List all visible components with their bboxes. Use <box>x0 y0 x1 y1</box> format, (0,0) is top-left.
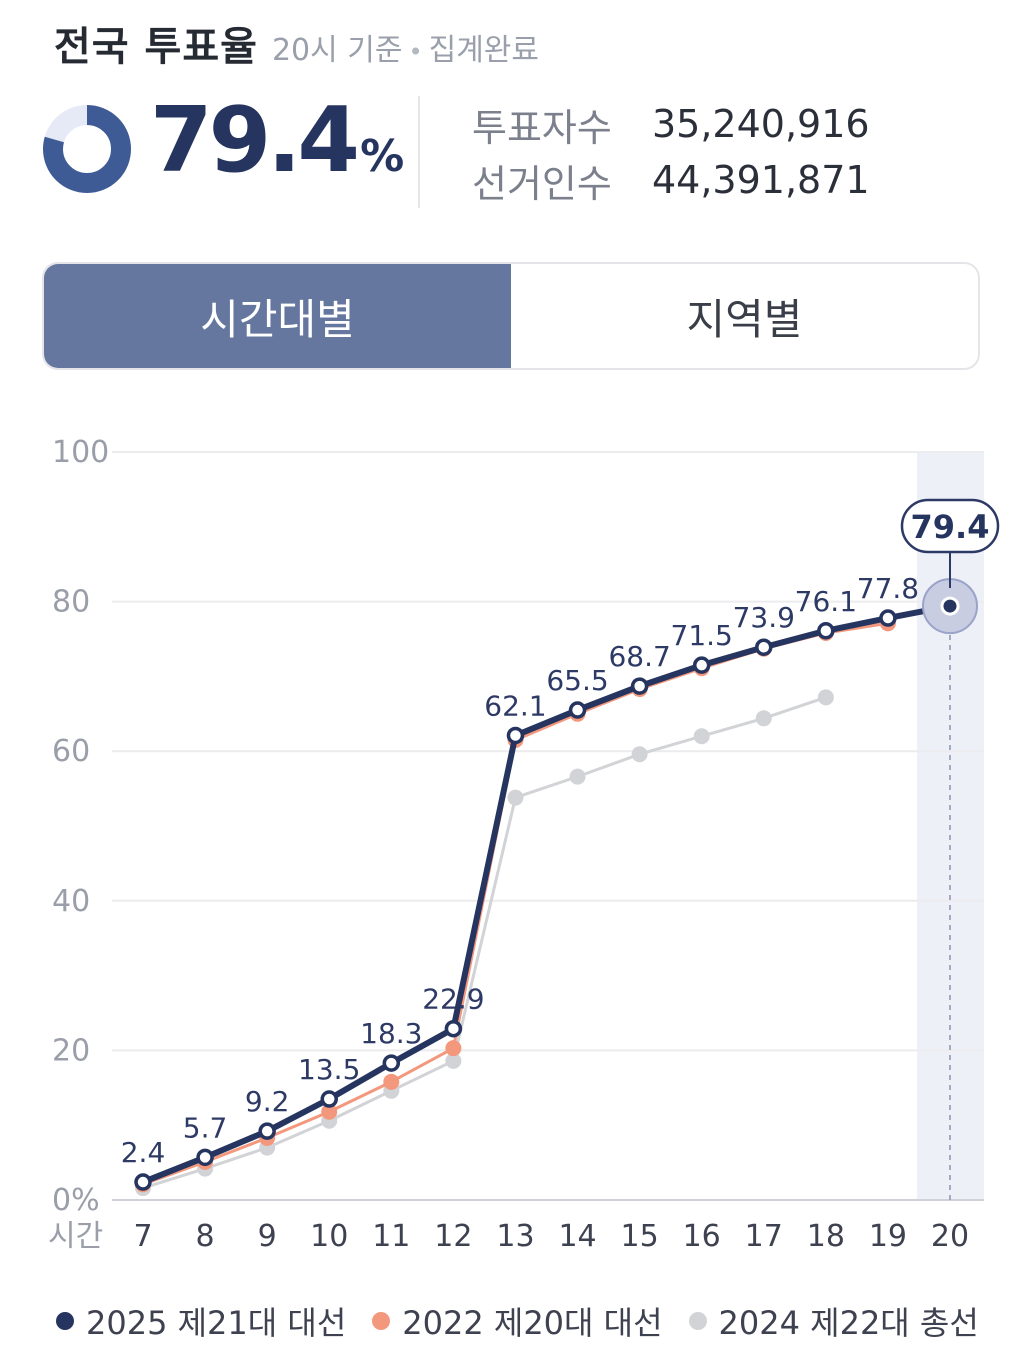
callout-value: 79.4 <box>911 508 990 546</box>
data-label: 9.2 <box>245 1085 290 1118</box>
donut-fill <box>43 105 131 193</box>
data-point-2025 <box>879 609 897 627</box>
data-point-2025 <box>134 1173 152 1191</box>
data-point-2024 <box>445 1052 462 1069</box>
data-point-2025 <box>568 701 587 719</box>
data-label: 73.9 <box>733 601 795 634</box>
data-label: 76.1 <box>795 585 857 618</box>
legend-dot-2024 <box>688 1312 707 1330</box>
x-tick-label: 8 <box>196 1219 215 1254</box>
data-label: 68.7 <box>608 640 670 673</box>
data-label: 22.9 <box>422 983 484 1016</box>
x-tick-label: 18 <box>807 1219 845 1254</box>
tab-by-time[interactable]: 시간대별 <box>44 264 511 368</box>
data-label: 71.5 <box>671 619 733 652</box>
electorate-value: 44,391,871 <box>652 158 870 202</box>
y-tick-label: 20 <box>52 1033 90 1068</box>
x-tick-label: 20 <box>931 1219 969 1254</box>
turnout-rate-value: 79.4 <box>150 88 360 193</box>
chart-legend: 2025 제21대 대선 2022 제20대 대선 2024 제22대 총선 <box>56 1298 1005 1344</box>
data-point-2025 <box>444 1019 463 1038</box>
x-tick-label: 9 <box>258 1219 277 1254</box>
y-tick-label: 60 <box>52 734 90 769</box>
voters-value: 35,240,916 <box>652 102 870 146</box>
data-point-2024 <box>755 710 772 727</box>
data-point-2025 <box>258 1122 276 1140</box>
data-point-2024 <box>569 768 586 785</box>
data-point-2025 <box>382 1054 401 1072</box>
turnout-line-chart: 0% 20 40 60 80 100 시간 7 8 9 10 11 12 13 14 15 16 17 18 19 20… <box>48 435 1000 1254</box>
data-point-2025 <box>817 622 835 640</box>
data-label: 2.4 <box>121 1136 166 1169</box>
data-label: 5.7 <box>183 1111 228 1144</box>
legend-dot-2022 <box>372 1312 391 1330</box>
data-label: 62.1 <box>484 689 546 722</box>
turnout-donut-icon <box>43 105 131 193</box>
data-point-2022 <box>383 1073 400 1090</box>
voters-row: 투표자수 35,240,916 <box>472 96 870 152</box>
y-tick-label: 80 <box>52 585 90 620</box>
turnout-rate: 79.4 % <box>150 88 404 193</box>
data-point-2024 <box>693 728 710 745</box>
data-point-2022 <box>321 1103 338 1120</box>
x-tick-label: 11 <box>372 1219 410 1254</box>
legend-item-2025: 2025 제21대 대선 <box>56 1298 346 1344</box>
legend-item-2024: 2024 제22대 총선 <box>688 1298 979 1344</box>
data-point-2025 <box>320 1090 338 1108</box>
tab-by-region[interactable]: 지역별 <box>511 264 978 368</box>
data-point-2025 <box>755 638 773 656</box>
vote-stats: 투표자수 35,240,916 선거인수 44,391,871 <box>472 96 870 208</box>
x-tick-label: 16 <box>683 1219 721 1254</box>
data-label: 13.5 <box>298 1053 360 1086</box>
data-point-2025 <box>940 596 960 616</box>
data-point-2025 <box>630 677 649 695</box>
x-tick-label: 15 <box>621 1219 659 1254</box>
x-axis-label: 시간 <box>48 1219 103 1254</box>
electorate-row: 선거인수 44,391,871 <box>472 152 870 208</box>
data-label: 65.5 <box>546 664 608 697</box>
legend-label-2024: 2024 제22대 총선 <box>718 1304 979 1342</box>
data-point-2025 <box>196 1148 214 1167</box>
data-point-2025 <box>692 656 711 674</box>
data-label: 77.8 <box>857 572 919 605</box>
x-tick-label: 7 <box>133 1219 152 1254</box>
page-title: 전국 투표율 <box>54 24 258 70</box>
legend-label-2022: 2022 제20대 대선 <box>402 1304 663 1342</box>
voters-label: 투표자수 <box>472 105 612 150</box>
x-tick-label: 14 <box>558 1219 596 1254</box>
legend-label-2025: 2025 제21대 대선 <box>86 1304 347 1342</box>
data-point-2024 <box>631 746 648 763</box>
subtitle-status: 집계완료 <box>428 33 540 68</box>
legend-item-2022: 2022 제20대 대선 <box>372 1298 663 1344</box>
y-tick-label: 100 <box>52 435 109 470</box>
data-point-2024 <box>507 789 524 806</box>
x-tick-label: 19 <box>869 1219 907 1254</box>
summary-divider <box>418 96 420 208</box>
data-label: 18.3 <box>360 1017 422 1050</box>
legend-dot-2025 <box>56 1312 74 1330</box>
header: 전국 투표율 20시 기준 • 집계완료 <box>54 14 539 72</box>
subtitle-time: 20시 기준 <box>271 33 403 68</box>
subtitle-separator: • <box>408 38 423 66</box>
data-point-2022 <box>445 1040 462 1057</box>
x-tick-label: 12 <box>434 1219 472 1254</box>
x-tick-label: 17 <box>745 1219 783 1254</box>
data-point-2024 <box>817 689 834 706</box>
data-point-2025 <box>506 726 525 745</box>
x-tick-label: 13 <box>496 1219 534 1254</box>
x-tick-label: 10 <box>310 1219 348 1254</box>
electorate-label: 선거인수 <box>472 161 612 206</box>
view-tabs: 시간대별 지역별 <box>42 262 980 370</box>
y-tick-label: 40 <box>52 884 90 919</box>
turnout-rate-unit: % <box>360 131 405 182</box>
y-tick-label: 0% <box>52 1183 100 1218</box>
series-line-2 <box>141 695 828 1190</box>
series-line-0 <box>140 603 953 1186</box>
